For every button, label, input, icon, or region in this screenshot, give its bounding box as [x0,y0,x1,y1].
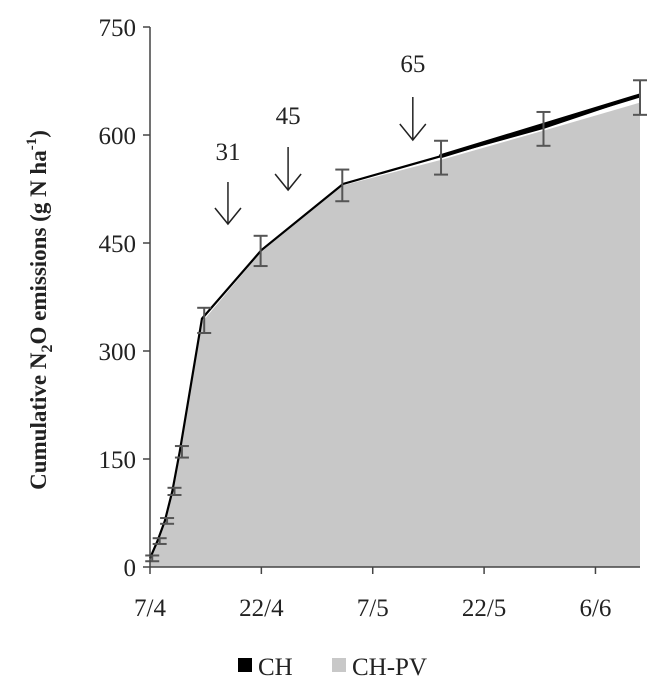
error-bar [633,79,647,116]
annotation-45: 45 [274,103,302,192]
legend-swatch-ch-pv [332,658,346,672]
axes: 0 150 300 450 600 750 7/4 22/4 7/5 22/5 6/6 [99,15,640,622]
y-tick-label: 0 [124,555,137,582]
legend-label-ch-pv: CH-PV [352,654,427,681]
area-layer [150,102,640,567]
y-tick-label: 450 [99,231,137,258]
x-tick-label: 6/6 [579,595,611,622]
y-tick-label: 300 [99,339,137,366]
y-tick-label: 150 [99,447,137,474]
series-area-ch-pv [150,102,640,567]
x-tick-label: 22/5 [462,595,506,622]
annotation-arrow-head [274,173,302,192]
y-tick-label: 750 [99,15,137,42]
error-bar [160,517,175,525]
line-layer [148,93,641,559]
error-bar [536,110,551,147]
error-bar [174,445,189,459]
annotation-label: 65 [400,51,425,78]
y-tick-label: 600 [99,123,137,150]
x-tick-label: 7/4 [134,595,166,622]
x-tick-label: 22/4 [239,595,284,622]
y-axis-label: Cumulative N2O emissions (g N ha-1) [24,130,56,490]
legend: CH CH-PV [238,654,427,681]
annotation-65: 65 [399,51,427,142]
error-bar [335,168,350,203]
error-bar [145,554,160,563]
error-bar [152,537,167,545]
series-line-ch-tail [438,93,641,159]
error-bar [197,306,212,334]
annotation-arrow-head [214,207,242,226]
error-bar [434,139,449,176]
error-bar-layer [145,79,647,563]
error-bar [253,234,268,268]
annotation-arrow-head [399,123,427,142]
annotation-label: 31 [215,139,240,166]
legend-swatch-ch [238,658,252,672]
annotation-31: 31 [214,139,242,226]
legend-label-ch: CH [258,654,293,681]
annotation-label: 45 [276,103,301,130]
x-tick-label: 7/5 [357,595,389,622]
annotation-layer: 31 45 65 [214,51,427,226]
error-bar [167,486,182,496]
